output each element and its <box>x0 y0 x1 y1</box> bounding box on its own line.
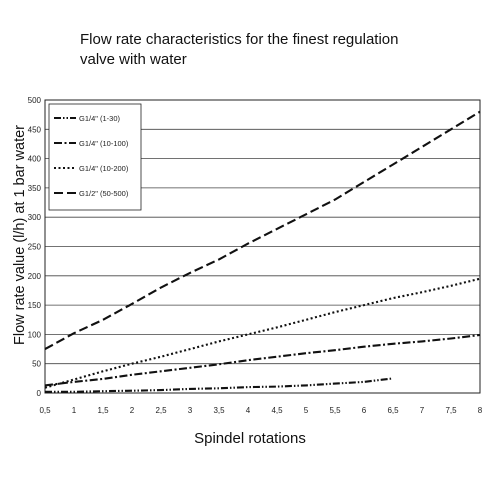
series-line-4 <box>44 110 481 351</box>
x-tick-label: 1,5 <box>97 406 109 415</box>
y-tick-label: 50 <box>32 360 41 369</box>
y-tick-label: 300 <box>28 213 42 222</box>
x-tick-label: 5,5 <box>329 406 341 415</box>
plot-frame <box>44 99 481 394</box>
x-tick-label: 3 <box>188 406 193 415</box>
x-tick-label: 8 <box>478 406 483 415</box>
y-tick-label: 500 <box>28 96 42 105</box>
series-line-3 <box>44 277 481 389</box>
y-tick-label: 150 <box>28 301 42 310</box>
x-tick-label: 7,5 <box>445 406 457 415</box>
x-axis-label: Spindel rotations <box>194 430 306 447</box>
y-axis-label: Flow rate value (l/h) at 1 bar water <box>12 124 28 346</box>
series-line-1 <box>45 377 394 393</box>
legend-entry-3: G1/4" (10-200) <box>79 164 129 173</box>
series-line-2 <box>44 333 481 387</box>
chart-title-line-2: valve with water <box>80 51 187 68</box>
x-tick-label: 3,5 <box>213 406 225 415</box>
y-tick-label: 0 <box>37 389 42 398</box>
x-tick-label: 4 <box>246 406 251 415</box>
y-tick-label: 450 <box>28 125 42 134</box>
x-tick-label: 0,5 <box>39 406 51 415</box>
y-tick-label: 250 <box>28 243 42 252</box>
x-tick-label: 7 <box>420 406 425 415</box>
legend-box <box>48 103 142 211</box>
y-tick-label: 350 <box>28 184 42 193</box>
x-tick-label: 2,5 <box>155 406 167 415</box>
x-tick-label: 5 <box>304 406 309 415</box>
chart-title: Flow rate characteristics for the finest… <box>80 30 480 70</box>
y-tick-label: 200 <box>28 272 42 281</box>
x-tick-label: 2 <box>130 406 135 415</box>
y-tick-label: 100 <box>28 330 42 339</box>
y-tick-label: 400 <box>28 155 42 164</box>
x-tick-label: 4,5 <box>271 406 283 415</box>
x-tick-label: 1 <box>72 406 77 415</box>
x-tick-label: 6 <box>362 406 367 415</box>
x-tick-label: 6,5 <box>387 406 399 415</box>
legend-entry-1: G1/4" (1-30) <box>79 114 121 123</box>
chart-title-line-1: Flow rate characteristics for the finest… <box>80 31 399 48</box>
legend-entry-2: G1/4" (10-100) <box>79 139 129 148</box>
legend-entry-4: G1/2" (50-500) <box>79 189 129 198</box>
